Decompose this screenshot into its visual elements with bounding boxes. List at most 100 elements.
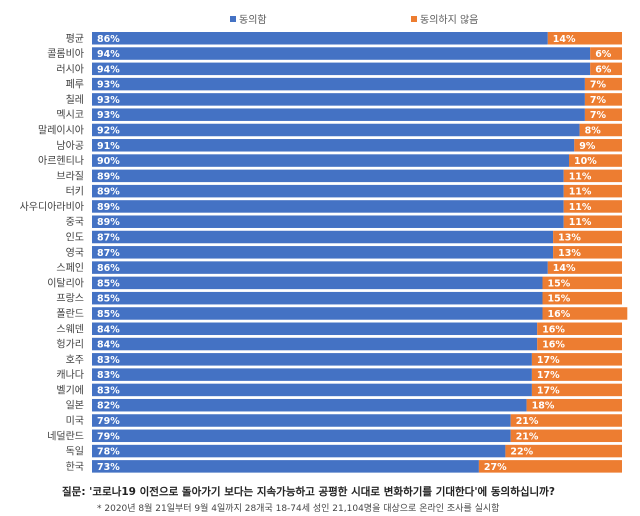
data-label: 90% [97, 156, 120, 167]
bar-agree [92, 32, 548, 45]
legend-item-disagree: 동의하지 않음 [411, 11, 478, 26]
category-label: 미국 [66, 415, 84, 427]
data-label: 8% [585, 125, 602, 136]
bar-disagree [590, 62, 622, 76]
bar-disagree [569, 154, 622, 167]
bar-agree [92, 429, 511, 443]
category-label: 캐나다 [56, 369, 84, 381]
category-label: 일본 [66, 400, 84, 412]
bar-agree [92, 276, 543, 290]
category-label: 헝가리 [56, 339, 84, 351]
data-label: 7% [590, 80, 607, 91]
data-label: 94% [97, 64, 120, 75]
data-label: 87% [97, 233, 120, 244]
data-label: 85% [97, 278, 120, 289]
data-label: 94% [97, 49, 120, 60]
category-label: 중국 [66, 216, 84, 228]
data-label: 83% [97, 355, 120, 366]
bar-disagree [478, 460, 622, 473]
category-label: 평균 [66, 33, 84, 45]
category-label: 벨기에 [56, 384, 84, 396]
footnote: * 2020년 8월 21일부터 9월 4일까지 28개국 18-74세 성인 … [97, 504, 500, 514]
category-label: 남아공 [56, 140, 84, 152]
bar-agree [92, 261, 548, 274]
bar-agree [92, 47, 591, 60]
bar-disagree [563, 169, 622, 183]
data-label: 21% [516, 431, 539, 442]
bar-agree [92, 322, 538, 336]
category-label: 러시아 [56, 63, 84, 75]
bar-agree [92, 414, 511, 427]
data-label: 79% [97, 416, 120, 427]
data-label: 82% [97, 401, 120, 412]
data-label: 13% [558, 248, 581, 259]
data-label: 15% [548, 294, 571, 305]
bar-agree [92, 460, 479, 473]
bar-disagree [574, 139, 622, 152]
data-label: 73% [97, 462, 120, 473]
data-label: 15% [548, 278, 571, 289]
bar-agree [92, 184, 564, 198]
data-label: 85% [97, 294, 120, 305]
category-label: 아르헨티나 [38, 155, 84, 167]
legend-label: 동의하지 않음 [420, 15, 479, 26]
bar-disagree [526, 398, 622, 412]
bar-agree [92, 246, 554, 259]
category-label: 스웨덴 [56, 323, 84, 335]
question-text: 질문: '코로나19 이전으로 돌아가기 보다는 지속가능하고 공평한 시대로 … [62, 486, 555, 498]
data-label: 87% [97, 248, 120, 259]
data-label: 11% [569, 217, 592, 228]
legend-swatch-agree [230, 15, 236, 22]
bar-agree [92, 444, 506, 458]
bar-agree [92, 383, 532, 397]
bar-disagree [542, 291, 622, 305]
data-label: 18% [532, 401, 555, 412]
data-label: 16% [548, 309, 571, 320]
category-label: 터키 [66, 186, 84, 198]
bar-agree [92, 169, 564, 183]
data-label: 6% [595, 49, 612, 60]
data-label: 79% [97, 431, 120, 442]
category-label: 이탈리아 [47, 276, 84, 289]
bar-disagree [584, 108, 622, 121]
category-label: 인도 [66, 232, 84, 244]
bar-disagree [542, 276, 622, 290]
data-label: 11% [569, 171, 592, 182]
data-label: 93% [97, 95, 120, 106]
bar-agree [92, 123, 580, 137]
bar-disagree [590, 47, 622, 60]
data-label: 22% [510, 447, 533, 458]
bar-disagree [510, 429, 622, 443]
category-label: 칠레 [66, 94, 84, 106]
data-label: 27% [484, 462, 507, 473]
data-label: 84% [97, 340, 120, 351]
category-label: 말레이시아 [38, 124, 84, 136]
bar-disagree [505, 444, 622, 458]
bar-disagree [547, 32, 622, 45]
bar-disagree [537, 322, 622, 336]
bar-agree [92, 368, 532, 381]
bar-disagree [563, 184, 622, 198]
bar-agree [92, 230, 554, 244]
category-label: 브라질 [56, 170, 84, 182]
bar-disagree [531, 383, 622, 397]
data-label: 86% [97, 263, 120, 274]
bar-disagree [553, 230, 622, 244]
bar-disagree [579, 123, 622, 137]
data-label: 17% [537, 355, 560, 366]
data-label: 11% [569, 202, 592, 213]
data-label: 89% [97, 217, 120, 228]
data-label: 17% [537, 385, 560, 396]
category-label: 스페인 [56, 262, 84, 274]
data-label: 89% [97, 202, 120, 213]
data-label: 89% [97, 171, 120, 182]
bar-disagree [510, 414, 622, 427]
data-label: 85% [97, 309, 120, 320]
data-label: 86% [97, 34, 120, 45]
data-label: 13% [558, 233, 581, 244]
bar-agree [92, 215, 564, 228]
category-label: 네덜란드 [47, 430, 84, 442]
category-label: 프랑스 [56, 293, 84, 305]
data-label: 11% [569, 187, 592, 198]
